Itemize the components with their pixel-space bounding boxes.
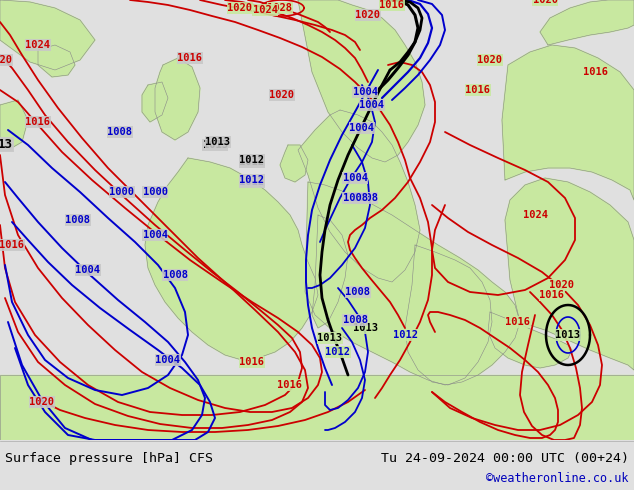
Text: 1004: 1004 — [353, 87, 377, 97]
Text: 1000: 1000 — [143, 187, 167, 197]
Polygon shape — [505, 178, 634, 370]
Polygon shape — [405, 245, 492, 385]
Polygon shape — [0, 0, 95, 70]
Text: 1008: 1008 — [162, 270, 188, 280]
Text: 1020: 1020 — [269, 90, 295, 100]
Polygon shape — [540, 0, 634, 45]
Text: 1016: 1016 — [25, 117, 51, 127]
Text: 1020: 1020 — [477, 55, 503, 65]
Text: 1012: 1012 — [240, 155, 264, 165]
Text: 1028: 1028 — [268, 3, 292, 13]
Polygon shape — [488, 312, 572, 368]
Text: 1016: 1016 — [278, 380, 302, 390]
Text: 1008: 1008 — [342, 315, 368, 325]
Text: 1012: 1012 — [240, 177, 264, 187]
Text: 1016: 1016 — [465, 85, 491, 95]
Text: 1016: 1016 — [0, 240, 25, 250]
Text: 1008: 1008 — [65, 215, 91, 225]
Text: 1016: 1016 — [380, 0, 404, 10]
Text: 1016: 1016 — [240, 357, 264, 367]
Text: 1004: 1004 — [155, 355, 181, 365]
Polygon shape — [0, 100, 28, 150]
Text: 1020: 1020 — [30, 397, 55, 407]
Text: 1004: 1004 — [349, 123, 375, 133]
Text: 1013: 1013 — [318, 333, 342, 343]
Text: 1012: 1012 — [325, 347, 351, 357]
Text: 1013: 1013 — [205, 137, 231, 147]
Polygon shape — [312, 215, 348, 328]
Text: 1024: 1024 — [522, 210, 548, 220]
Text: 1016: 1016 — [178, 53, 202, 63]
Polygon shape — [280, 145, 308, 182]
Polygon shape — [305, 182, 520, 385]
Text: 1016: 1016 — [505, 317, 531, 327]
Text: 1004: 1004 — [359, 100, 384, 110]
Text: 1008: 1008 — [346, 287, 370, 297]
Text: 1013: 1013 — [353, 323, 377, 333]
Text: 1020: 1020 — [533, 0, 557, 5]
Text: 1020: 1020 — [356, 10, 380, 20]
Polygon shape — [145, 158, 318, 360]
Text: 1016: 1016 — [540, 290, 564, 300]
Text: 1016: 1016 — [583, 67, 607, 77]
Polygon shape — [38, 45, 75, 77]
Text: Surface pressure [hPa] CFS: Surface pressure [hPa] CFS — [5, 451, 213, 465]
Text: 1020: 1020 — [228, 3, 252, 13]
Text: Tu 24-09-2024 00:00 UTC (00+24): Tu 24-09-2024 00:00 UTC (00+24) — [381, 451, 629, 465]
Text: 1013: 1013 — [202, 140, 228, 150]
Text: 1008: 1008 — [108, 127, 133, 137]
Text: 1004: 1004 — [75, 265, 101, 275]
Text: ©weatheronline.co.uk: ©weatheronline.co.uk — [486, 471, 629, 485]
Text: 13: 13 — [0, 139, 13, 151]
Polygon shape — [298, 110, 420, 282]
Text: 1012: 1012 — [240, 175, 264, 185]
Text: 1004: 1004 — [143, 230, 167, 240]
Text: 1012: 1012 — [240, 157, 264, 167]
Text: 1000: 1000 — [110, 187, 134, 197]
Polygon shape — [298, 0, 425, 162]
Text: 1024: 1024 — [252, 5, 278, 15]
Polygon shape — [0, 375, 634, 440]
Polygon shape — [155, 58, 200, 140]
Text: 1020: 1020 — [550, 280, 574, 290]
Text: 1020: 1020 — [0, 55, 13, 65]
Text: 1024: 1024 — [25, 40, 51, 50]
Text: 13: 13 — [0, 140, 12, 150]
Text: 1008: 1008 — [342, 193, 368, 203]
Polygon shape — [502, 45, 634, 200]
Text: 1012: 1012 — [392, 330, 418, 340]
Text: 1013: 1013 — [555, 330, 581, 340]
Text: 1004: 1004 — [342, 173, 368, 183]
Text: 1008: 1008 — [353, 193, 377, 203]
Polygon shape — [142, 82, 168, 122]
